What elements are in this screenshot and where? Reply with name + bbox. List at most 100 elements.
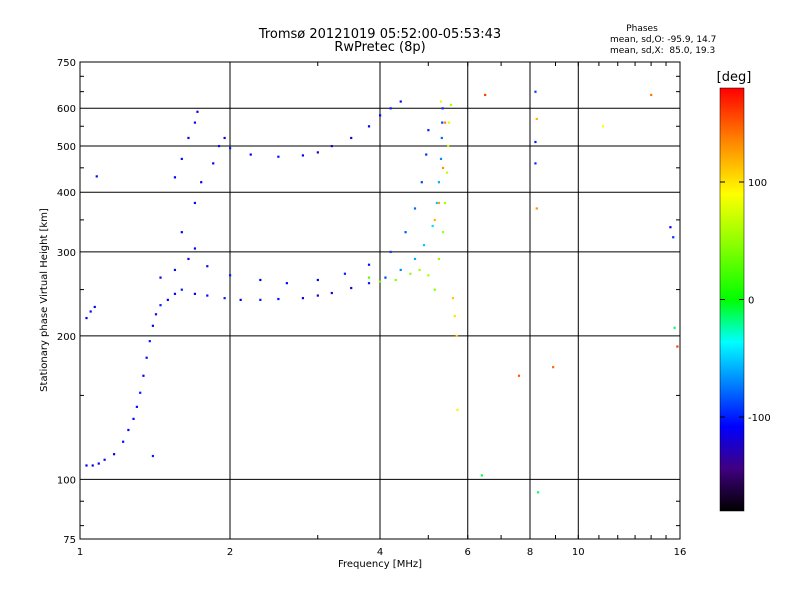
data-point [427,129,430,132]
data-point [435,201,438,205]
data-point [650,93,653,97]
y-tick-label: 400 [57,188,76,199]
data-point [193,247,197,250]
data-point [223,297,226,300]
chart-subtitle: RwPretec (8p) [334,40,425,55]
data-point [145,356,148,359]
data-point [229,147,232,150]
data-point [93,305,96,309]
colorbar-tick-label: 100 [748,178,767,189]
x-tick-label: 1 [77,547,83,558]
data-point [301,154,305,157]
colorbar-tick-label: 0 [748,296,754,307]
x-tick-label: 8 [527,547,533,558]
data-point [193,201,197,205]
data-point [534,90,537,93]
data-point [187,136,190,140]
data-point [223,136,226,140]
x-tick-label: 2 [227,547,233,558]
stats-x-line: mean, sd,X: 85.0, 19.3 [610,46,715,56]
data-point [449,103,453,107]
data-point [420,181,423,184]
data-point [122,440,125,443]
data-point [316,278,319,282]
data-point [441,166,445,170]
data-point [285,282,288,285]
data-point [440,136,443,140]
data-point [425,153,428,156]
data-point [672,236,675,239]
data-point [439,100,443,103]
data-point [301,297,305,300]
stats-title: Phases [626,24,658,34]
data-point [180,288,183,291]
y-axis-label: Stationary phase Virtual Height [km] [39,208,50,392]
data-point [389,107,392,110]
data-point [330,144,333,148]
y-tick-label: 300 [57,248,76,259]
x-tick-label: 10 [572,547,585,558]
data-point [200,181,203,184]
data-point [193,121,197,124]
data-point [142,374,145,377]
data-point [85,464,88,467]
data-point [97,462,100,465]
data-point [534,162,537,165]
grid [80,62,680,539]
data-point [239,298,242,301]
data-point [139,391,142,394]
data-point [445,171,449,174]
data-point [441,107,444,110]
x-axis: 1 2 4 6 8 10 16 [77,62,687,558]
data-point [343,272,347,275]
data-point [451,297,455,300]
data-point [601,125,605,128]
data-point [422,244,426,247]
x-tick-label: 6 [465,547,471,558]
x-axis-label: Frequency [MHz] [338,559,422,570]
x-tick-label: 4 [377,547,383,558]
data-point [433,218,436,222]
data-point [427,274,430,277]
data-point [316,294,319,297]
data-point [135,405,138,408]
data-point [367,263,371,266]
y-tick-label: 100 [57,475,76,486]
data-point [379,114,382,117]
data-point [447,144,450,148]
data-point [217,144,221,148]
colorbar-ticks: 100 0 -100 [720,178,771,424]
data-point [409,272,412,275]
data-point [151,454,155,458]
data-point [127,428,130,432]
data-point [431,224,434,228]
data-point [151,324,155,327]
data-point [159,276,162,279]
data-point [517,374,521,377]
data-point [447,121,451,124]
data-point [418,268,421,272]
data-point [206,265,209,268]
data-point [193,292,197,295]
data-point [437,181,441,184]
data-point [229,274,232,277]
data-point [437,257,441,261]
data-point [433,288,436,291]
data-point [95,175,98,178]
data-point [148,340,151,343]
data-point [173,176,177,179]
data-point [535,117,538,121]
data-point [552,366,555,369]
y-tick-label: 600 [57,104,76,115]
data-point [173,268,177,272]
data-point [85,316,88,320]
data-point [173,292,177,295]
x-tick-label: 16 [674,547,687,558]
data-point [455,334,458,338]
data-point [277,155,280,158]
data-point [166,298,169,301]
data-point [441,231,445,234]
data-point [384,276,387,279]
chart-title: Tromsø 20121019 05:52:00-05:53:43 [258,27,501,42]
